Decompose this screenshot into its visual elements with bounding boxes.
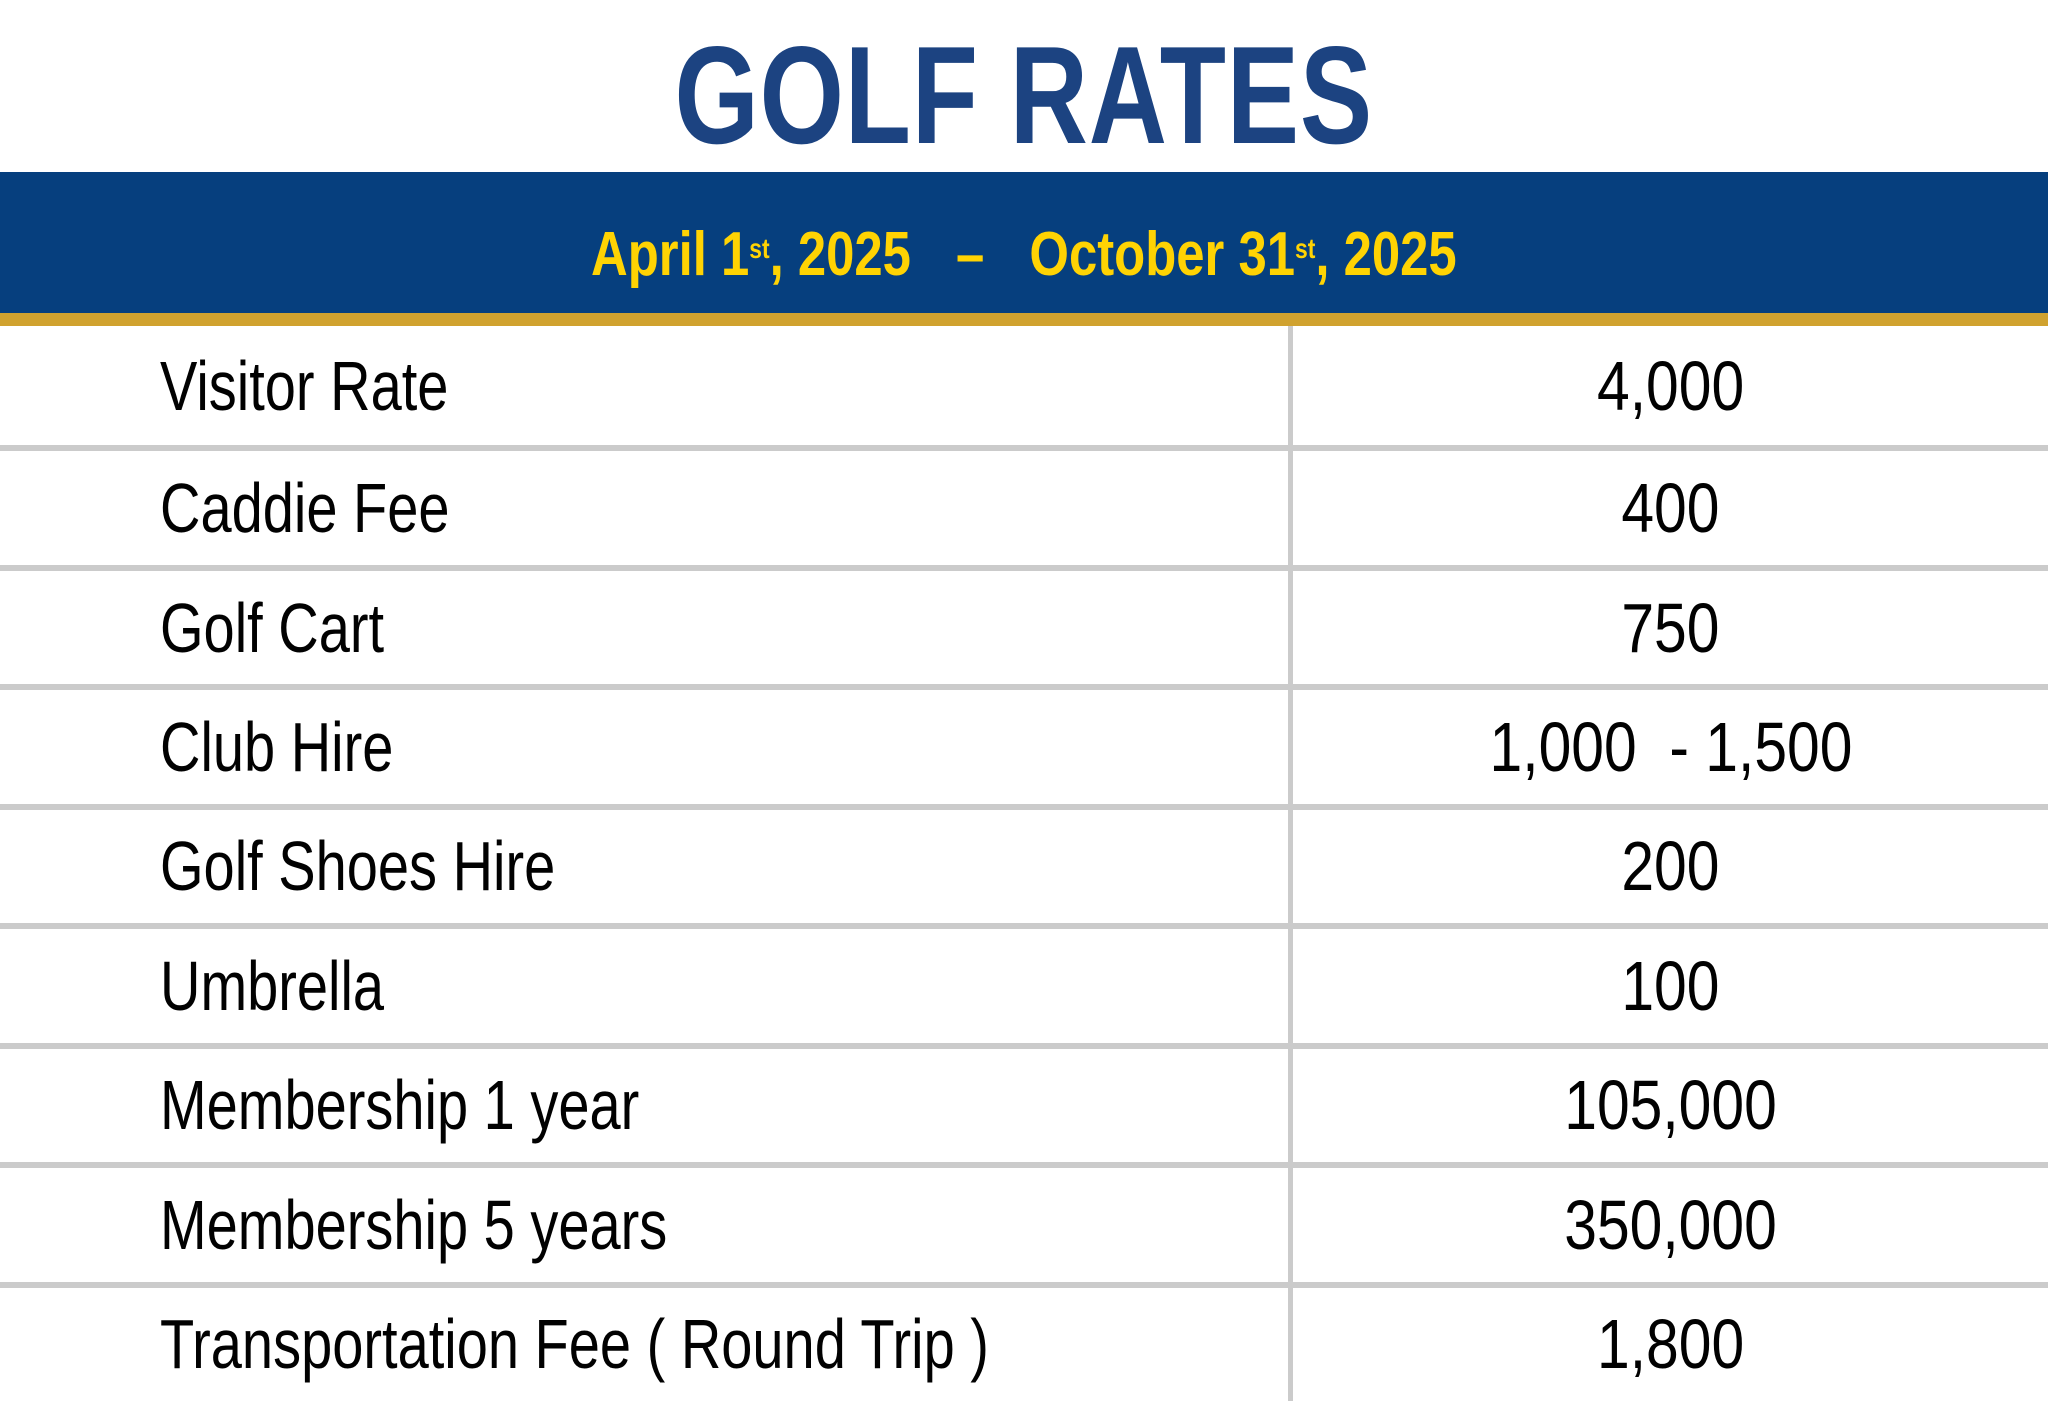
rate-label-text: Membership 1 year [160, 1066, 640, 1145]
rate-value: 200 [1288, 809, 2048, 924]
rate-label: Transportation Fee ( Round Trip ) [0, 1288, 1288, 1401]
rate-value-text: 100 [1621, 946, 1720, 1025]
date-range: April 1st, 2025– October 31st, 2025 [591, 219, 1457, 290]
table-row-membership-5-years: Membership 5 years 350,000 [0, 1162, 2048, 1282]
rate-label: Visitor Rate [0, 326, 1288, 445]
table-row-golf-shoes-hire: Golf Shoes Hire 200 [0, 803, 2048, 924]
rate-label-text: Umbrella [160, 946, 385, 1025]
date-separator: – [956, 220, 985, 289]
table-row-golf-cart: Golf Cart 750 [0, 564, 2048, 685]
table-row-membership-1-year: Membership 1 year 105,000 [0, 1042, 2048, 1163]
rate-label-text: Golf Shoes Hire [160, 827, 556, 906]
start-date-ordinal: st [749, 232, 770, 264]
rate-value: 4,000 [1288, 326, 2048, 446]
rate-value-text: 350,000 [1564, 1185, 1777, 1264]
gold-divider-bar [0, 313, 2048, 326]
rate-label-text: Golf Cart [160, 588, 385, 667]
start-year: , 2025 [769, 220, 912, 289]
table-row-umbrella: Umbrella 100 [0, 923, 2048, 1043]
start-date: April 1 [591, 220, 750, 289]
rate-value: 400 [1288, 451, 2048, 565]
date-banner: April 1st, 2025– October 31st, 2025 [0, 172, 2048, 313]
end-year: , 2025 [1315, 220, 1457, 289]
rate-label-text: Transportation Fee ( Round Trip ) [160, 1305, 989, 1384]
rate-value-text: 1,000 - 1,500 [1489, 708, 1852, 787]
table-row-visitor-rate: Visitor Rate 4,000 [0, 326, 2048, 446]
rates-table: Visitor Rate 4,000 Caddie Fee 400 Golf C… [0, 326, 2048, 1401]
rate-label-text: Club Hire [160, 708, 394, 787]
page-header: GOLF RATES [0, 0, 2048, 173]
end-date: October 31 [1029, 220, 1296, 289]
rate-label: Club Hire [0, 690, 1288, 803]
rate-label: Golf Shoes Hire [0, 810, 1288, 923]
rate-value-text: 4,000 [1596, 346, 1745, 425]
rate-value: 1,000 - 1,500 [1288, 690, 2048, 804]
rate-value: 1,800 [1288, 1287, 2048, 1401]
table-row-transportation-fee: Transportation Fee ( Round Trip ) 1,800 [0, 1281, 2048, 1401]
rate-label: Caddie Fee [0, 451, 1288, 564]
rate-value: 350,000 [1288, 1168, 2048, 1282]
rate-value-text: 200 [1621, 827, 1720, 906]
rate-value-text: 1,800 [1596, 1305, 1745, 1384]
rate-label: Golf Cart [0, 571, 1288, 684]
rate-label-text: Visitor Rate [160, 346, 449, 425]
rate-label-text: Membership 5 years [160, 1185, 668, 1264]
rate-value-text: 400 [1621, 469, 1720, 548]
rate-value: 750 [1288, 570, 2048, 685]
rate-label: Umbrella [0, 929, 1288, 1042]
page-title: GOLF RATES [674, 18, 1374, 173]
end-date-ordinal: st [1295, 232, 1316, 264]
table-row-club-hire: Club Hire 1,000 - 1,500 [0, 684, 2048, 804]
rate-value: 100 [1288, 929, 2048, 1043]
rate-label-text: Caddie Fee [160, 469, 450, 548]
rate-label: Membership 1 year [0, 1049, 1288, 1162]
rate-value: 105,000 [1288, 1048, 2048, 1163]
rate-value-text: 750 [1621, 588, 1720, 667]
rate-label: Membership 5 years [0, 1168, 1288, 1281]
table-row-caddie-fee: Caddie Fee 400 [0, 445, 2048, 565]
rate-value-text: 105,000 [1564, 1066, 1777, 1145]
